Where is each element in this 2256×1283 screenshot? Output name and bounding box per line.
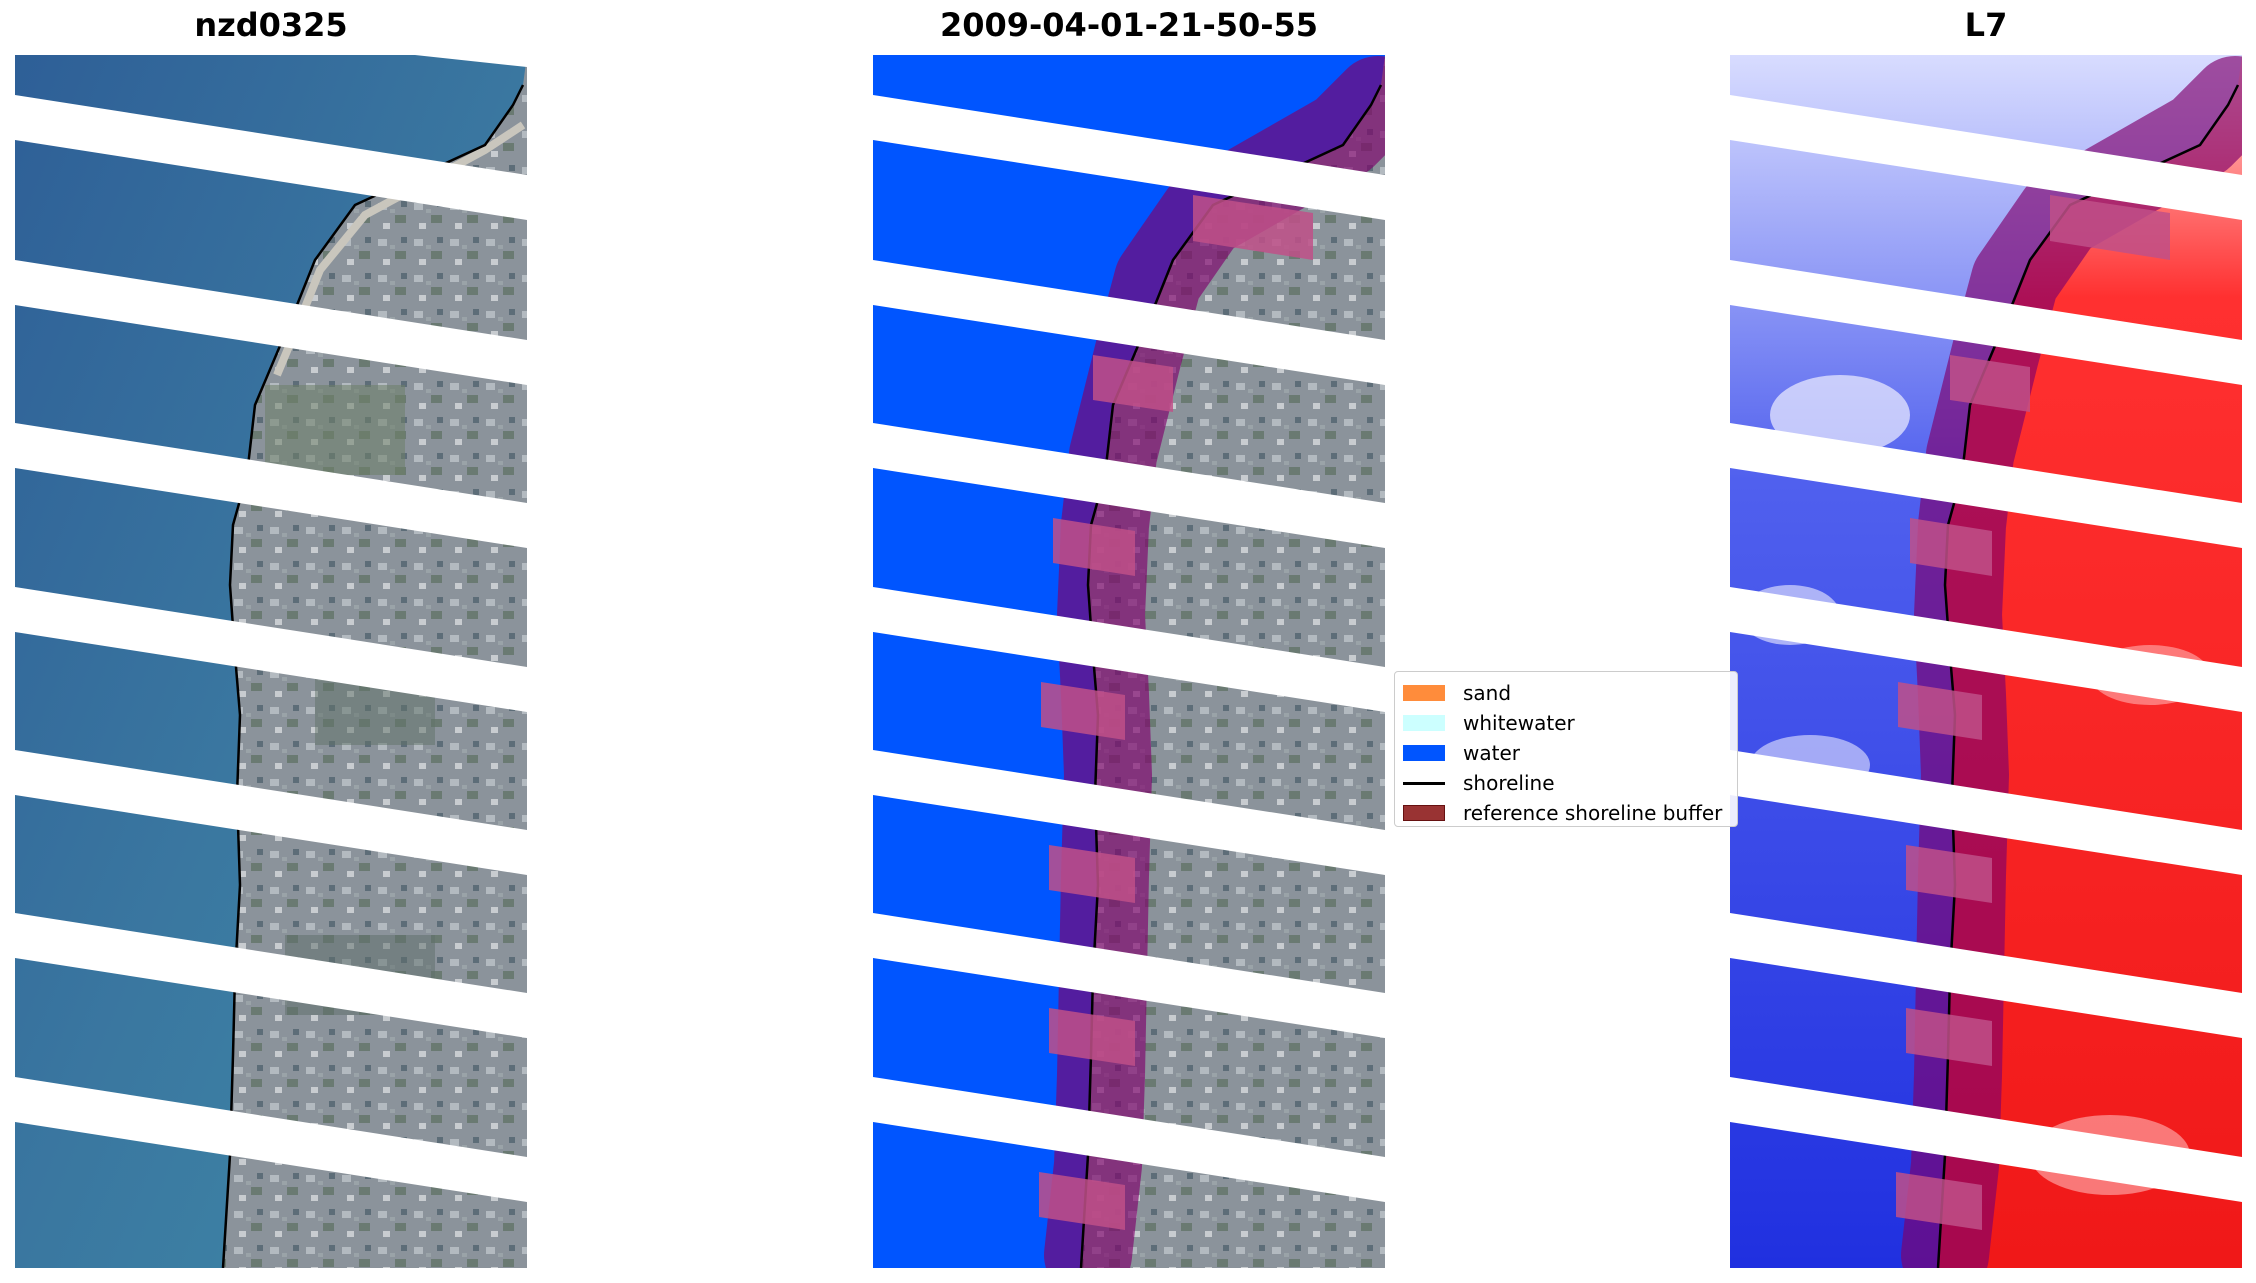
legend-swatch-buffer <box>1403 805 1445 821</box>
legend-item-water: water <box>1403 738 1737 768</box>
panel-title-classified: 2009-04-01-21-50-55 <box>939 6 1319 44</box>
legend-item-shoreline: shoreline <box>1403 768 1737 798</box>
legend: sand whitewater water shoreline referenc… <box>1394 671 1738 827</box>
legend-item-buffer: reference shoreline buffer <box>1403 798 1737 828</box>
legend-item-whitewater: whitewater <box>1403 708 1737 738</box>
legend-label-whitewater: whitewater <box>1463 711 1575 735</box>
legend-swatch-whitewater <box>1403 715 1445 731</box>
legend-label-sand: sand <box>1463 681 1512 705</box>
legend-label-shoreline: shoreline <box>1463 771 1555 795</box>
panel-title-rgb: nzd0325 <box>194 6 348 44</box>
legend-swatch-water <box>1403 745 1445 761</box>
classified-image <box>873 55 1385 1268</box>
legend-swatch-sand <box>1403 685 1445 701</box>
panel-title-index: L7 <box>1964 6 2008 44</box>
rgb-satellite-image <box>15 55 527 1268</box>
legend-label-buffer: reference shoreline buffer <box>1463 801 1723 825</box>
index-image <box>1730 55 2242 1268</box>
legend-swatch-shoreline <box>1403 781 1445 785</box>
legend-label-water: water <box>1463 741 1520 765</box>
legend-item-sand: sand <box>1403 678 1737 708</box>
